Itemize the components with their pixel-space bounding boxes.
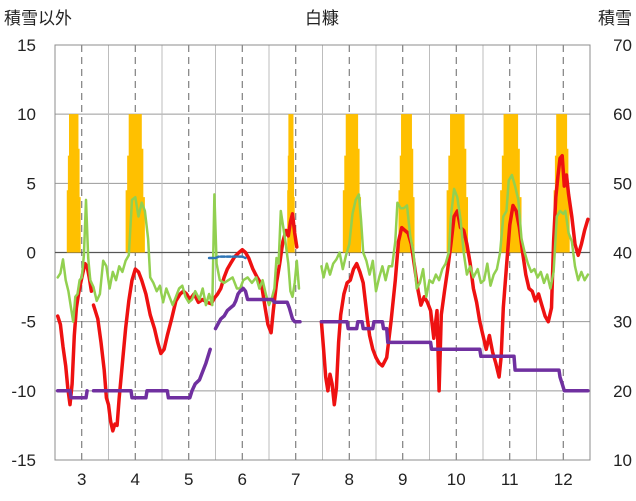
- x-tick-label: 9: [398, 470, 407, 489]
- x-tick-label: 11: [501, 470, 519, 489]
- y-left-tick-label: -10: [11, 382, 36, 401]
- chart-title: 白糠: [305, 8, 339, 29]
- y-right-tick-label: 20: [613, 382, 632, 401]
- series-line-red: [55, 261, 94, 407]
- x-tick-label: 7: [291, 470, 300, 489]
- y-right-tick-label: 60: [613, 105, 632, 124]
- x-tick-label: 3: [77, 470, 86, 489]
- y-left-tick-label: 15: [17, 36, 36, 55]
- y-right-tick-label: 50: [613, 174, 632, 193]
- y-left-tick-label: 0: [27, 244, 36, 263]
- x-tick-label: 4: [131, 470, 140, 489]
- y-right-tick-label: 30: [613, 313, 632, 332]
- snow-depth-bar: [342, 114, 362, 253]
- y-axis-left-label: 積雪以外: [4, 9, 72, 29]
- y-right-tick-label: 40: [613, 244, 632, 263]
- y-left-tick-label: -15: [11, 451, 36, 470]
- snow-depth-bar: [398, 114, 415, 253]
- y-left-tick-label: 5: [27, 174, 36, 193]
- y-axis-right-label: 積雪: [598, 9, 632, 29]
- snow-depth-bar: [66, 114, 81, 253]
- x-tick-label: 6: [238, 470, 247, 489]
- series-line-purple: [319, 319, 590, 393]
- x-tick-label: 10: [447, 470, 466, 489]
- series-line-purple: [91, 347, 212, 400]
- series-line-purple: [55, 389, 89, 400]
- y-left-tick-label: 10: [17, 105, 36, 124]
- series-lines: [55, 153, 590, 433]
- series-line-red: [319, 153, 590, 407]
- y-left-tick-label: -5: [21, 313, 36, 332]
- x-tick-label: 8: [345, 470, 354, 489]
- x-tick-label: 12: [554, 470, 573, 489]
- y-right-tick-label: 70: [613, 36, 632, 55]
- x-tick-label: 5: [184, 470, 193, 489]
- series-line-green: [320, 173, 590, 299]
- y-right-tick-label: 10: [613, 451, 632, 470]
- series-line-blue: [207, 255, 247, 260]
- series-line-purple: [213, 286, 302, 331]
